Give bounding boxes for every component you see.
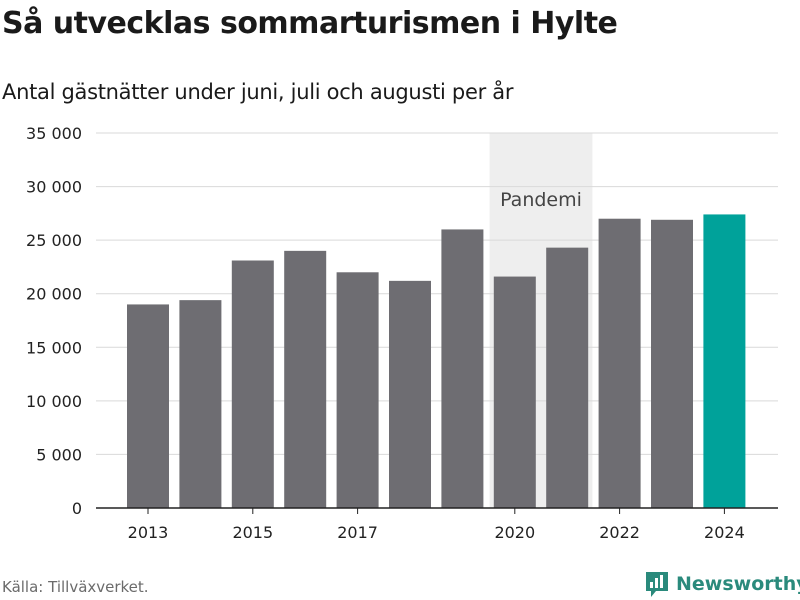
x-tick-label: 2020 <box>494 523 535 542</box>
y-tick-label: 5 000 <box>36 445 82 464</box>
y-tick-label: 0 <box>72 499 82 518</box>
x-tick-label: 2015 <box>232 523 273 542</box>
bar-2014 <box>179 300 222 508</box>
bar-2022 <box>598 218 641 508</box>
x-tick-label: 2022 <box>599 523 640 542</box>
y-tick-label: 35 000 <box>26 124 82 143</box>
x-tick-label: 2024 <box>704 523 745 542</box>
bar-2023 <box>651 219 693 509</box>
bar-2020 <box>493 276 536 508</box>
y-tick-label: 15 000 <box>26 338 82 357</box>
brand-logo: Newsworthy <box>644 570 800 598</box>
source-note: Källa: Tillväxverket. <box>2 578 149 596</box>
x-tick-label: 2013 <box>128 523 169 542</box>
y-tick-label: 20 000 <box>26 285 82 304</box>
chart-subtitle: Antal gästnätter under juni, juli och au… <box>2 80 514 104</box>
pandemic-label: Pandemi <box>500 189 582 211</box>
bar-2017 <box>336 272 379 508</box>
y-tick-label: 30 000 <box>26 178 82 197</box>
bar-2016 <box>284 250 327 508</box>
newsworthy-logo-icon <box>646 572 668 597</box>
bar-2013 <box>127 304 169 508</box>
bar-2019 <box>441 229 484 508</box>
y-tick-label: 10 000 <box>26 392 82 411</box>
bar-2024 <box>703 214 746 508</box>
brand-name: Newsworthy <box>676 573 800 595</box>
y-tick-label: 25 000 <box>26 231 82 250</box>
chart-title: Så utvecklas sommarturismen i Hylte <box>2 6 618 41</box>
x-tick-label: 2017 <box>337 523 378 542</box>
bar-2021 <box>546 247 589 508</box>
bar-2018 <box>389 280 431 508</box>
bar-2015 <box>231 260 274 508</box>
